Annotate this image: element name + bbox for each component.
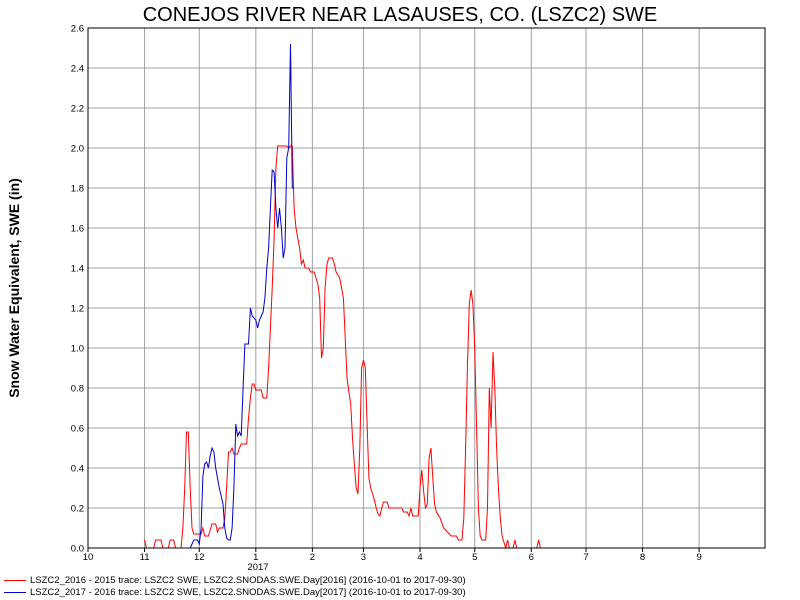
x-tick-label: 12 — [194, 552, 205, 563]
y-tick-label: 1.2 — [71, 304, 84, 315]
legend-swatch-blue — [4, 592, 26, 593]
series-line-2017 — [189, 43, 295, 549]
y-tick-label: 0.0 — [71, 544, 84, 555]
y-tick-label: 0.4 — [71, 464, 84, 475]
y-axis-label: Snow Water Equivalent, SWE (in) — [6, 178, 22, 398]
legend-swatch-red — [4, 580, 26, 581]
y-tick-label: 1.6 — [71, 224, 84, 235]
series-layer — [144, 43, 541, 550]
y-tick-label: 0.2 — [71, 504, 84, 515]
y-tick-label: 2.0 — [71, 144, 84, 155]
legend-label-2016: LSZC2_2016 - 2015 trace: LSZC2 SWE, LSZC… — [30, 575, 466, 586]
y-tick-label: 1.0 — [71, 344, 84, 355]
series-line-2016 — [144, 145, 541, 550]
x-tick-label: 2 — [310, 552, 315, 563]
y-tick-label: 0.8 — [71, 384, 84, 395]
x-tick-label: 10 — [83, 552, 94, 563]
chart-title: CONEJOS RIVER NEAR LASAUSES, CO. (LSZC2)… — [142, 4, 658, 26]
y-tick-label: 1.8 — [71, 184, 84, 195]
x-tick-label: 6 — [529, 552, 534, 563]
x-tick-label: 3 — [361, 552, 366, 563]
x-tick-labels: 10 11 12 1 2 3 4 5 6 7 8 9 — [83, 548, 702, 563]
grid-layer — [88, 28, 765, 548]
legend-item-2017: LSZC2_2017 - 2016 trace: LSZC2 SWE, LSZC… — [4, 587, 466, 598]
legend-item-2016: LSZC2_2016 - 2015 trace: LSZC2 SWE, LSZC… — [4, 575, 466, 586]
x-tick-label: 8 — [640, 552, 645, 563]
y-tick-label: 2.2 — [71, 104, 84, 115]
y-tick-labels: 0.0 0.2 0.4 0.6 0.8 1.0 1.2 1.4 1.6 1.8 2.0 2.2 2.4 2… — [71, 24, 84, 555]
x-tick-label: 9 — [696, 552, 701, 563]
plot-frame — [87, 27, 766, 549]
y-tick-label: 0.6 — [71, 424, 84, 435]
legend-label-2017: LSZC2_2017 - 2016 trace: LSZC2 SWE, LSZC… — [30, 587, 466, 598]
x-tick-label: 4 — [417, 552, 422, 563]
x-tick-label: 7 — [583, 552, 588, 563]
x-tick-label: 11 — [140, 552, 150, 563]
x-tick-label: 5 — [472, 552, 477, 563]
y-tick-label: 2.6 — [71, 24, 84, 35]
year-label: 2017 — [247, 562, 268, 573]
y-tick-label: 1.4 — [71, 264, 84, 275]
x-tick-label: 1 — [253, 552, 258, 563]
y-tick-label: 2.4 — [71, 64, 84, 75]
